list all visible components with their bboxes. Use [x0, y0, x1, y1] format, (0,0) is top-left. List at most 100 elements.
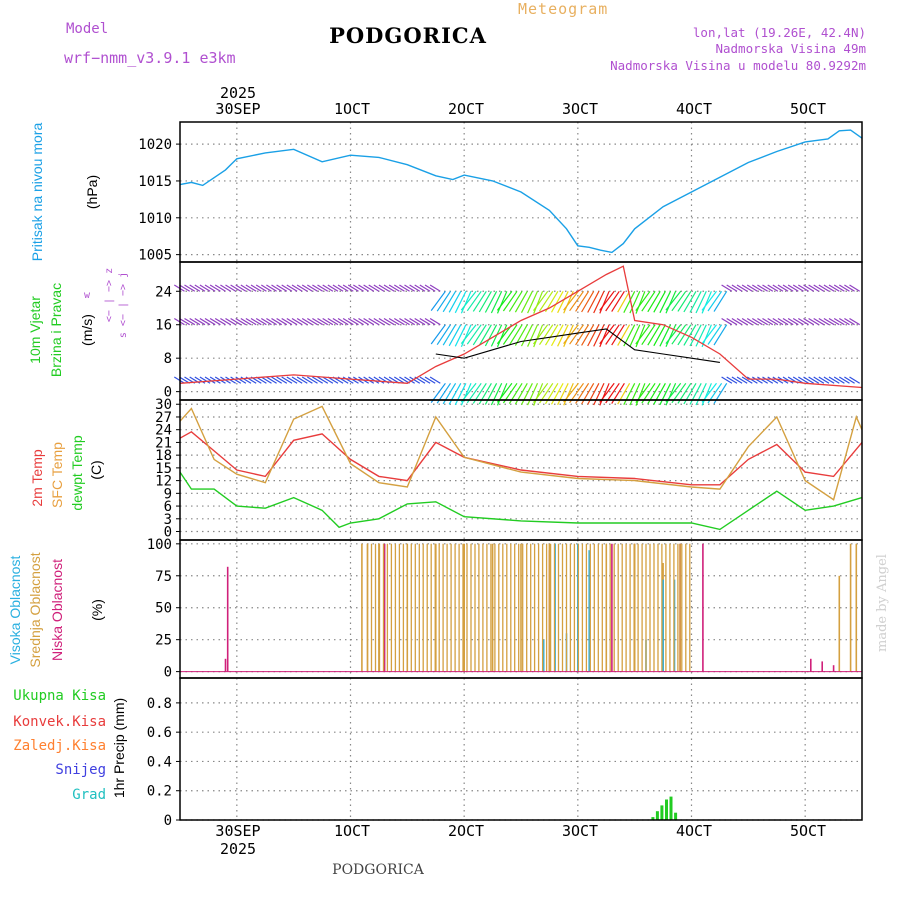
wind-barb	[430, 290, 446, 311]
wind-barb	[245, 284, 257, 292]
wind-barb	[647, 290, 661, 313]
wind-barb	[393, 284, 405, 292]
wind-barb	[777, 317, 789, 326]
wind-barb	[605, 290, 620, 312]
panel-frame	[179, 677, 863, 821]
wind-barb	[726, 317, 738, 326]
wind-barb	[689, 383, 702, 405]
wind-barb	[593, 383, 605, 406]
wind-barbs	[173, 284, 861, 406]
wind-barb	[689, 324, 702, 347]
wind-barb	[726, 284, 738, 292]
wind-barb	[179, 317, 191, 326]
wind-barb	[587, 383, 600, 405]
legend-convective-rain: Konvek.Kisa	[13, 714, 106, 730]
wind-barb	[803, 376, 815, 384]
wind-barb	[271, 376, 283, 384]
wind-barb	[550, 383, 564, 405]
model-name: wrf−nmm_v3.9.1 e3km	[64, 49, 236, 67]
wind-barb	[635, 383, 646, 406]
wind-barb	[301, 376, 313, 384]
wind-barb	[623, 291, 636, 313]
wind-barb	[741, 284, 753, 292]
wind-barb	[647, 324, 661, 346]
y-tick-label: 16	[155, 318, 172, 334]
wind-barb	[527, 324, 539, 347]
wind-barb	[296, 376, 308, 384]
wind-barb	[466, 324, 482, 345]
wind-barb	[762, 284, 774, 292]
wind-barb	[844, 284, 855, 292]
wind-barb	[306, 376, 318, 384]
wind-barb	[301, 317, 313, 326]
wind-barb	[741, 376, 753, 384]
wind-barb	[404, 376, 416, 384]
wind-barb	[593, 324, 605, 347]
wind-barb	[797, 376, 809, 384]
wind-barb	[665, 324, 677, 347]
wind-barb	[448, 324, 462, 347]
wind-barb	[641, 324, 656, 346]
wind-barb	[209, 284, 221, 292]
wind-barb	[611, 324, 625, 346]
temp-line-1	[179, 405, 863, 501]
wind-barb	[569, 324, 584, 345]
wind-barb	[635, 324, 646, 348]
wind-barb	[490, 291, 503, 314]
wind-barb	[322, 376, 334, 384]
wind-barb	[557, 383, 569, 406]
wind-barb	[701, 324, 717, 345]
wind-barb	[478, 290, 492, 313]
wind-barb	[527, 383, 539, 406]
wind-speed-line	[179, 265, 863, 389]
bottom-time-ticks: 30SEP 1OCT 2OCT 3OCT 4OCT 5OCT	[215, 822, 826, 840]
wind-barb	[849, 284, 861, 292]
wind-barb	[490, 383, 503, 406]
wind-barb	[460, 324, 472, 347]
wind-barb	[327, 284, 339, 292]
wind-barb	[419, 376, 431, 384]
model-label: Model	[66, 21, 108, 37]
pressure-line	[179, 129, 863, 254]
y-tick-label: 27	[155, 410, 172, 426]
wind-barb	[671, 290, 687, 312]
wind-barb	[189, 317, 201, 326]
top-tick-label: 4OCT	[676, 100, 712, 118]
wind-barb	[378, 284, 390, 292]
wind-barb	[250, 317, 262, 326]
wind-barb	[701, 291, 712, 314]
y-tick-label: 0.4	[147, 754, 172, 770]
wind-barb	[204, 376, 216, 384]
precip-bar	[655, 811, 659, 820]
footer-station: PODGORICA	[332, 862, 425, 878]
wind-barb	[220, 317, 231, 326]
wind-barb	[194, 317, 206, 326]
wind-barb	[342, 376, 354, 384]
wind-barb	[502, 324, 518, 345]
wind-barb	[641, 290, 656, 312]
wind-barb	[757, 376, 769, 384]
wind-barb	[424, 317, 436, 326]
wind-barb	[240, 317, 252, 326]
legend-sj: s <− | −> j	[118, 272, 129, 338]
wind-barb	[317, 317, 329, 326]
wind-barb	[617, 291, 631, 313]
wind-barb	[792, 284, 804, 292]
wind-barb	[797, 284, 809, 292]
wind-barb	[240, 284, 252, 292]
high-cloud-title: Visoka Oblacnost	[7, 556, 23, 665]
wind-barb	[358, 284, 370, 292]
wind-barb	[194, 284, 206, 292]
panel-frames	[176, 121, 863, 821]
wind-barb	[520, 383, 533, 405]
wind-barb	[312, 284, 324, 292]
low-cloud-title: Niska Oblacnost	[49, 559, 65, 661]
wind-barb	[563, 290, 579, 311]
wind-barb	[593, 291, 605, 314]
wind-barb	[683, 382, 697, 405]
wind-barb	[436, 324, 451, 346]
wind-barb	[276, 376, 288, 384]
y-tick-label: 0	[164, 525, 172, 541]
wind-barb	[777, 284, 789, 292]
wind-barb	[317, 376, 329, 384]
